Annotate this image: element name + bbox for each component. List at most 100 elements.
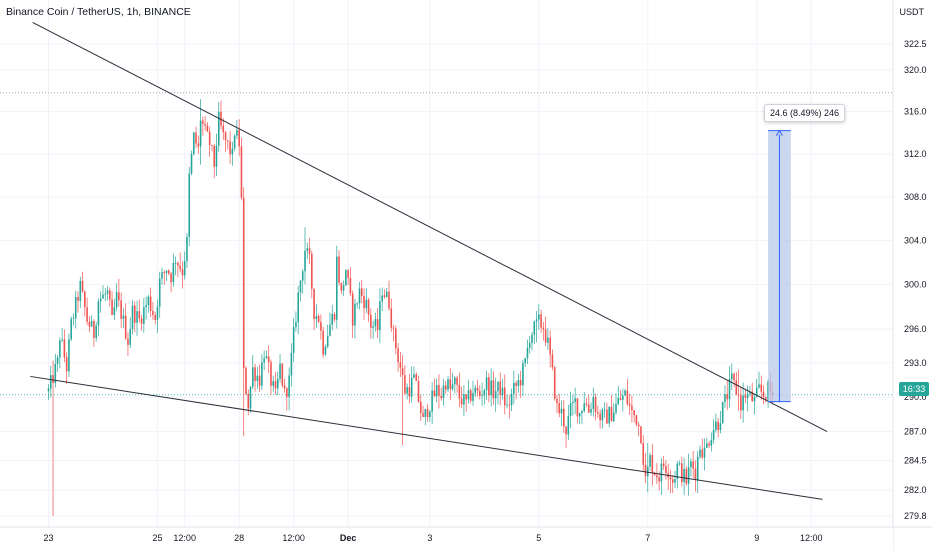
time-axis-background xyxy=(0,527,893,550)
candle-down xyxy=(349,277,352,294)
candle-up xyxy=(712,429,715,440)
candle-up xyxy=(97,301,100,326)
candle-down xyxy=(65,357,68,372)
candle-down xyxy=(308,248,311,254)
price-axis-tick-label: 287.0 xyxy=(904,427,927,437)
candle-down xyxy=(694,468,697,481)
price-axis-tick-label: 282.0 xyxy=(904,485,927,495)
candle-down xyxy=(408,387,411,397)
candle-up xyxy=(129,329,132,345)
candle-up xyxy=(217,111,220,146)
price-axis-tick-label: 296.0 xyxy=(904,324,927,334)
candle-up xyxy=(354,303,356,326)
candle-down xyxy=(733,373,735,381)
candle-down xyxy=(640,426,642,444)
last-price-countdown-tag: 16:33 xyxy=(899,382,929,396)
candle-down xyxy=(238,130,240,147)
candle-up xyxy=(485,377,488,391)
candle-up xyxy=(306,248,309,251)
candle-up xyxy=(115,292,118,308)
candle-down xyxy=(556,398,558,404)
measure-tool[interactable] xyxy=(768,129,791,403)
candle-down xyxy=(138,311,141,319)
candle-down xyxy=(84,291,86,308)
candle-up xyxy=(622,395,624,400)
candle-up xyxy=(728,379,731,400)
candle-up xyxy=(696,456,699,481)
candle-up xyxy=(261,362,263,386)
candle-down xyxy=(222,125,225,133)
candle-down xyxy=(77,297,79,301)
candle-down xyxy=(422,413,424,417)
candle-down xyxy=(311,253,313,289)
time-axis-tick-label: 12:00 xyxy=(173,533,196,543)
trendlines[interactable] xyxy=(30,21,828,500)
candle-down xyxy=(152,310,154,315)
candle-up xyxy=(68,339,70,372)
candle-down xyxy=(626,390,629,404)
candle-down xyxy=(333,314,336,320)
candle-down xyxy=(553,367,556,399)
trendline-lower[interactable] xyxy=(30,375,823,500)
candle-down xyxy=(213,145,216,167)
candle-down xyxy=(322,330,324,355)
candle-down xyxy=(562,408,565,427)
price-axis[interactable]: 279.8 282.0 284.5 287.0 290.0 293.0 296.0 300.0… xyxy=(892,0,932,550)
candle-down xyxy=(449,379,452,389)
candle-down xyxy=(576,398,579,417)
candle-up xyxy=(356,303,359,305)
candle-up xyxy=(581,411,583,414)
candle-up xyxy=(454,377,456,385)
candle-up xyxy=(335,256,338,320)
candle-up xyxy=(474,387,477,393)
candle-down xyxy=(465,394,467,400)
time-axis-tick-label: Dec xyxy=(340,533,357,543)
candle-up xyxy=(385,291,388,297)
candle-up xyxy=(365,299,368,309)
candle-up xyxy=(463,394,465,405)
price-axis-tick-label: 293.0 xyxy=(904,358,927,368)
candle-down xyxy=(390,308,393,328)
candle-down xyxy=(440,395,443,399)
candle-down xyxy=(224,132,227,141)
candle-down xyxy=(587,404,590,413)
candle-down xyxy=(635,415,638,425)
candle-down xyxy=(681,463,683,483)
candle-down xyxy=(633,410,635,416)
candle-down xyxy=(247,394,250,409)
candle-up xyxy=(74,297,77,319)
time-axis[interactable]: 23 25 12:00 28 12:00 Dec 3 5 7 9 12:00 xyxy=(0,526,932,550)
candle-up xyxy=(136,311,138,323)
candle-down xyxy=(458,384,461,399)
candle-up xyxy=(161,272,163,279)
candle-down xyxy=(631,405,633,411)
candle-up xyxy=(526,347,529,359)
candle-down xyxy=(762,391,765,398)
candle-down xyxy=(610,406,613,422)
candle-down xyxy=(544,329,547,343)
candle-up xyxy=(72,318,75,320)
price-axis-background xyxy=(893,0,932,550)
candle-up xyxy=(719,423,722,431)
candle-down xyxy=(540,314,542,328)
candle-up xyxy=(54,363,57,383)
candle-down xyxy=(383,295,386,297)
candle-up xyxy=(472,392,474,401)
candle-up xyxy=(331,314,334,325)
candle-down xyxy=(717,421,719,431)
candle-down xyxy=(426,409,429,418)
trendline-upper[interactable] xyxy=(32,21,828,433)
candle-down xyxy=(558,403,561,414)
candle-up xyxy=(497,381,499,392)
candle-down xyxy=(492,380,495,399)
candle-down xyxy=(415,374,418,381)
candle-up xyxy=(703,447,706,458)
candle-up xyxy=(531,334,533,344)
candle-up xyxy=(603,409,606,411)
time-axis-tick-label: 28 xyxy=(234,533,244,543)
candle-down xyxy=(120,300,122,319)
candle-down xyxy=(63,339,66,358)
candle-down xyxy=(619,398,622,400)
